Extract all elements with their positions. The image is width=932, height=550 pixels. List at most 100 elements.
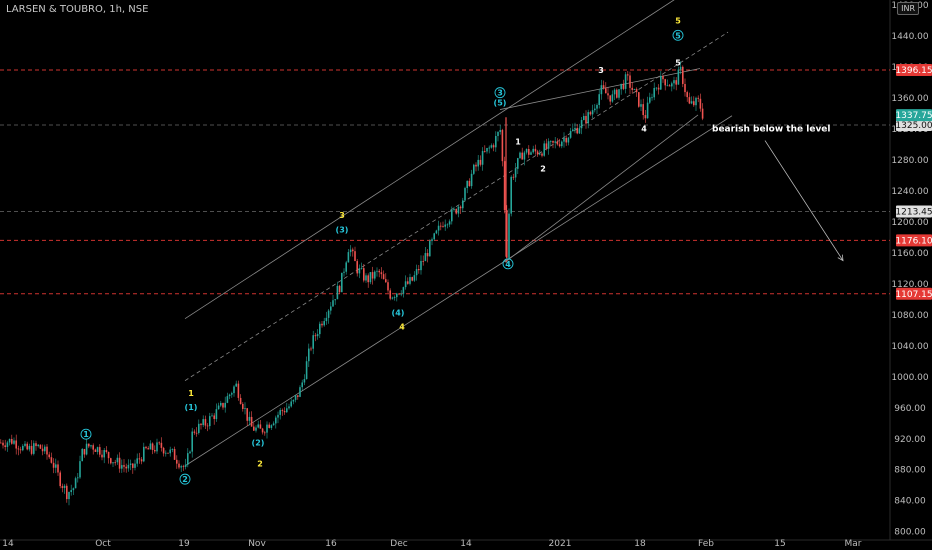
candle-body — [622, 83, 625, 89]
candle-body — [519, 152, 521, 159]
candle-body — [473, 164, 475, 174]
candle-body — [633, 88, 636, 90]
candle-body — [442, 226, 444, 227]
candle-body — [125, 466, 127, 469]
y-tick-label: 880.00 — [894, 466, 926, 476]
candle-body — [376, 270, 378, 272]
candle-body — [499, 130, 501, 132]
candle-body — [268, 424, 270, 428]
candle-body — [301, 382, 303, 388]
candle-body — [671, 83, 673, 87]
candle-body — [30, 445, 33, 454]
wave-label: (2) — [252, 439, 265, 448]
candle-body — [429, 241, 431, 257]
candle-body — [510, 176, 512, 214]
candle-body — [642, 104, 644, 116]
candle-body — [389, 290, 391, 299]
candle-body — [644, 115, 647, 119]
candle-body — [79, 461, 81, 478]
candle-body — [90, 445, 92, 447]
candle-body — [292, 399, 295, 402]
level-tag — [896, 234, 932, 247]
candle-body — [611, 94, 614, 102]
candle-body — [517, 158, 519, 169]
candle-body — [136, 458, 138, 464]
channel-line — [184, 31, 729, 382]
candle-body — [550, 140, 552, 142]
candle-body — [261, 428, 264, 433]
candle-body — [85, 443, 88, 455]
x-tick-label: 19 — [178, 539, 190, 549]
candle-body — [459, 206, 462, 209]
candle-body — [477, 159, 479, 167]
candle-body — [259, 424, 262, 429]
candle-body — [541, 153, 543, 156]
candle-body — [534, 148, 537, 152]
candle-body — [457, 206, 460, 214]
candle-body — [572, 129, 574, 132]
candle-body — [525, 148, 528, 153]
candle-body — [105, 450, 108, 453]
wave-label: 3 — [598, 66, 604, 75]
candle-body — [453, 209, 455, 210]
candle-body — [28, 445, 31, 450]
candle-body — [536, 151, 539, 155]
candle-body — [539, 153, 541, 155]
candle-body — [349, 249, 352, 253]
candle-body — [50, 457, 53, 463]
wedge-line — [499, 68, 701, 110]
y-tick-label: 1160.00 — [891, 249, 928, 259]
candle-body — [369, 272, 372, 283]
candle-body — [299, 387, 301, 397]
candle-body — [490, 145, 493, 148]
candle-body — [605, 88, 607, 94]
candle-body — [398, 293, 400, 295]
candle-body — [281, 410, 284, 412]
candle-body — [92, 445, 94, 450]
candle-body — [660, 75, 662, 90]
candle-body — [475, 164, 477, 167]
candle-body — [55, 464, 57, 468]
candle-body — [600, 85, 603, 95]
projection-arrow-line — [764, 140, 844, 261]
candle-body — [677, 69, 680, 85]
currency-badge[interactable]: INR — [897, 2, 919, 15]
candle-body — [63, 485, 66, 488]
candle-body — [213, 415, 215, 420]
candle-body — [248, 416, 251, 421]
candle-body — [266, 424, 268, 433]
candle-body — [492, 145, 495, 148]
candle-body — [576, 127, 578, 134]
candle-body — [587, 112, 589, 124]
candle-body — [422, 260, 424, 262]
candle-body — [688, 97, 691, 104]
level-tag — [896, 205, 932, 218]
channel-line — [184, 0, 675, 320]
candle-body — [563, 137, 565, 142]
candle-body — [143, 446, 145, 462]
candle-body — [129, 463, 132, 465]
candle-body — [334, 299, 336, 301]
candle-body — [631, 87, 633, 90]
wedge-line — [504, 114, 699, 263]
y-tick-label: 1240.00 — [891, 187, 928, 197]
candle-body — [19, 449, 22, 451]
candle-body — [184, 464, 187, 467]
candle-body — [158, 442, 160, 444]
candle-body — [233, 386, 235, 394]
candle-body — [479, 159, 482, 165]
candle-body — [52, 462, 55, 468]
level-tag-label: 1213.45 — [895, 207, 932, 217]
candle-body — [567, 137, 570, 143]
candle-body — [596, 105, 598, 109]
candle-body — [57, 464, 59, 473]
candle-body — [666, 85, 669, 87]
candle-body — [415, 269, 418, 276]
candle-body — [484, 151, 486, 152]
x-tick-label: Feb — [698, 539, 714, 549]
x-tick-label: Oct — [95, 539, 111, 549]
candle-body — [46, 446, 48, 455]
candle-body — [609, 95, 611, 102]
candle-body — [145, 446, 147, 449]
